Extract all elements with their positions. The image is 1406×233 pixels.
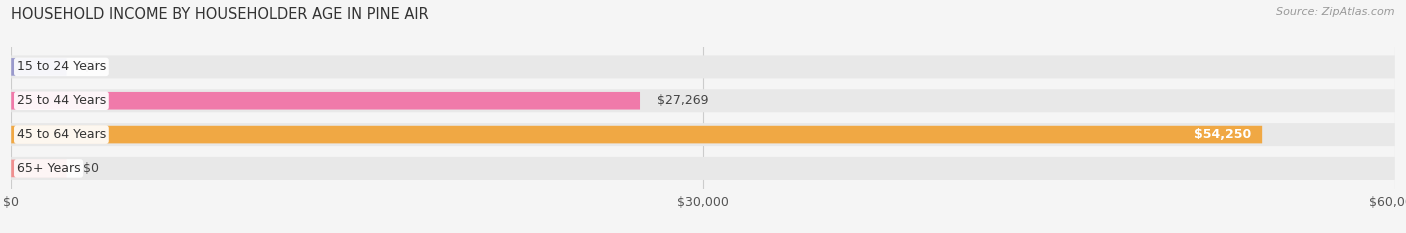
FancyBboxPatch shape: [11, 55, 1395, 79]
Text: $27,269: $27,269: [657, 94, 709, 107]
Text: HOUSEHOLD INCOME BY HOUSEHOLDER AGE IN PINE AIR: HOUSEHOLD INCOME BY HOUSEHOLDER AGE IN P…: [11, 7, 429, 22]
Text: $54,250: $54,250: [1194, 128, 1251, 141]
Text: 15 to 24 Years: 15 to 24 Years: [17, 60, 105, 73]
FancyBboxPatch shape: [11, 92, 640, 110]
Text: 65+ Years: 65+ Years: [17, 162, 80, 175]
FancyBboxPatch shape: [11, 126, 1263, 143]
FancyBboxPatch shape: [11, 157, 1395, 180]
FancyBboxPatch shape: [11, 160, 66, 177]
Text: 45 to 64 Years: 45 to 64 Years: [17, 128, 105, 141]
Text: $0: $0: [83, 162, 100, 175]
Text: $0: $0: [83, 60, 100, 73]
FancyBboxPatch shape: [11, 123, 1395, 146]
FancyBboxPatch shape: [11, 89, 1395, 112]
FancyBboxPatch shape: [11, 58, 66, 76]
Text: 25 to 44 Years: 25 to 44 Years: [17, 94, 105, 107]
Text: Source: ZipAtlas.com: Source: ZipAtlas.com: [1277, 7, 1395, 17]
